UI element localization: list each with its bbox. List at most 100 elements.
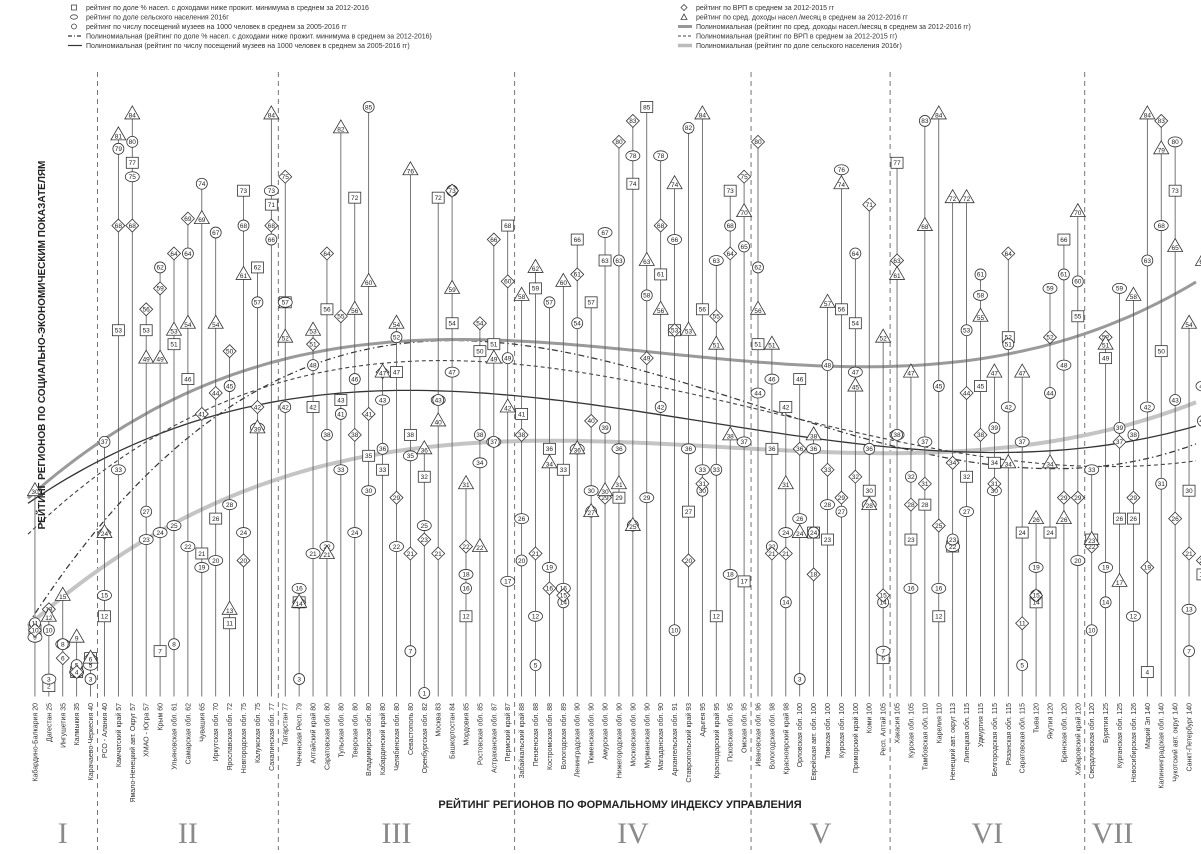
- point-poverty: 71: [264, 198, 278, 211]
- point-label: 43: [379, 397, 387, 404]
- group-numeral: III: [382, 817, 412, 850]
- point-label: 24: [101, 531, 109, 538]
- x-tick-label: Красноярский край 98: [782, 703, 790, 775]
- point-income: 84: [124, 105, 141, 119]
- point-vrp: 38: [347, 427, 362, 442]
- point-vrp: 19: [1140, 560, 1155, 575]
- point-vrp: 60: [500, 274, 515, 289]
- point-label: 38: [893, 432, 901, 439]
- point-label: 7: [1187, 648, 1191, 655]
- group-numeral: V: [810, 817, 832, 850]
- point-income: 60: [360, 272, 377, 287]
- point-label: 49: [143, 357, 151, 364]
- point-museum: 48: [821, 359, 834, 372]
- point-museum: 57: [543, 296, 556, 309]
- point-label: 21: [1185, 551, 1193, 558]
- point-rural: 26: [792, 513, 808, 525]
- point-rural: 68: [1153, 220, 1169, 231]
- point-label: 41: [365, 411, 373, 418]
- point-poverty: 63: [598, 254, 612, 267]
- point-rural: 29: [639, 492, 655, 504]
- point-vrp: 64: [1001, 246, 1016, 261]
- point-label: 15: [560, 593, 568, 600]
- point-vrp: 61: [570, 267, 585, 282]
- point-label: 65: [1172, 245, 1180, 252]
- point-label: 44: [1046, 390, 1054, 397]
- point-income: 22: [471, 537, 489, 552]
- series-poverty: 1024612537753751462126117362715714425643…: [28, 101, 1201, 692]
- point-label: 40: [588, 418, 596, 425]
- point-label: 10: [45, 628, 53, 635]
- point-label: 15: [59, 594, 67, 601]
- point-museum: 82: [682, 122, 695, 134]
- point-rural: 59: [1042, 282, 1058, 294]
- point-label: 31: [462, 482, 470, 489]
- point-label: 53: [671, 328, 679, 335]
- point-rural: 24: [347, 527, 363, 538]
- point-label: 51: [170, 341, 178, 348]
- legend-item-rural: рейтинг по доле сельского населения 2016…: [70, 14, 229, 22]
- point-label: 64: [184, 251, 192, 258]
- point-label: 14: [1032, 600, 1040, 607]
- point-label: 22: [462, 544, 470, 551]
- point-label: 58: [1130, 294, 1138, 301]
- legend-label: рейтинг по доле % насел. с доходами ниже…: [86, 4, 369, 12]
- point-label: 12: [532, 614, 540, 621]
- point-museum: 80: [126, 135, 139, 148]
- point-income: 55: [972, 307, 989, 322]
- point-income: 9: [68, 628, 85, 643]
- x-tick-label: Ивановская обл. 96: [755, 703, 763, 767]
- point-label: 31: [782, 482, 790, 489]
- point-label: 76: [407, 168, 415, 175]
- point-label: 33: [699, 467, 707, 474]
- x-tick-label: Тамбовская обл. 110: [921, 703, 929, 770]
- point-poverty: 12: [932, 610, 946, 623]
- point-vrp: 55: [333, 309, 348, 324]
- point-income: 74: [833, 174, 850, 189]
- point-label: 46: [796, 376, 804, 383]
- point-income: 54: [179, 314, 197, 329]
- point-vrp: 36: [792, 441, 807, 456]
- point-label: 30: [365, 488, 373, 495]
- point-vrp: 56: [139, 302, 154, 317]
- point-income: 63: [638, 251, 655, 266]
- point-poverty: 12: [709, 610, 723, 623]
- point-income: 51: [708, 335, 725, 350]
- point-label: 49: [504, 355, 512, 362]
- point-income: 58: [1125, 286, 1142, 301]
- x-tick-label: Калужская обл. 75: [254, 703, 262, 763]
- legend-label: рейтинг по числу посещений музеев на 100…: [86, 23, 347, 31]
- point-vrp: 68: [125, 218, 140, 233]
- point-label: 55: [713, 314, 721, 321]
- data-points: 1024612537753751462126117362715714425643…: [26, 101, 1201, 699]
- point-rural: 33: [1084, 464, 1100, 476]
- point-label: 46: [184, 376, 192, 383]
- legend-item-museum: рейтинг по числу посещений музеев на 100…: [71, 23, 347, 31]
- point-label: 40: [435, 419, 443, 426]
- point-museum: 38: [1127, 428, 1140, 441]
- point-vrp: 22: [458, 539, 474, 554]
- point-vrp: 18: [806, 567, 821, 582]
- point-label: 52: [1005, 335, 1013, 342]
- point-label: 42: [254, 404, 262, 411]
- x-tick-label: Вологодская обл. 98: [768, 703, 776, 769]
- point-label: 24: [810, 530, 818, 537]
- point-label: 27: [838, 509, 846, 516]
- x-tick-label: Сахалинская обл. 77: [268, 703, 276, 771]
- point-income: 69: [193, 209, 211, 224]
- point-label: 54: [393, 322, 401, 329]
- point-museum: 10: [668, 624, 681, 637]
- point-poverty: 56: [320, 303, 334, 316]
- point-rural: 43: [375, 394, 390, 406]
- point-label: 31: [699, 481, 707, 488]
- x-tick-label: Удмуртия 115: [978, 703, 985, 747]
- point-label: 30: [601, 489, 609, 496]
- point-label: 3: [47, 676, 51, 683]
- point-income: 47: [986, 363, 1003, 378]
- point-income: 72: [958, 188, 975, 203]
- point-income: 38: [721, 426, 739, 440]
- point-rural: 28: [820, 499, 835, 511]
- point-poverty: 72: [348, 191, 362, 204]
- x-tick-label: Хакасия 105: [895, 703, 902, 744]
- point-label: 58: [643, 293, 651, 300]
